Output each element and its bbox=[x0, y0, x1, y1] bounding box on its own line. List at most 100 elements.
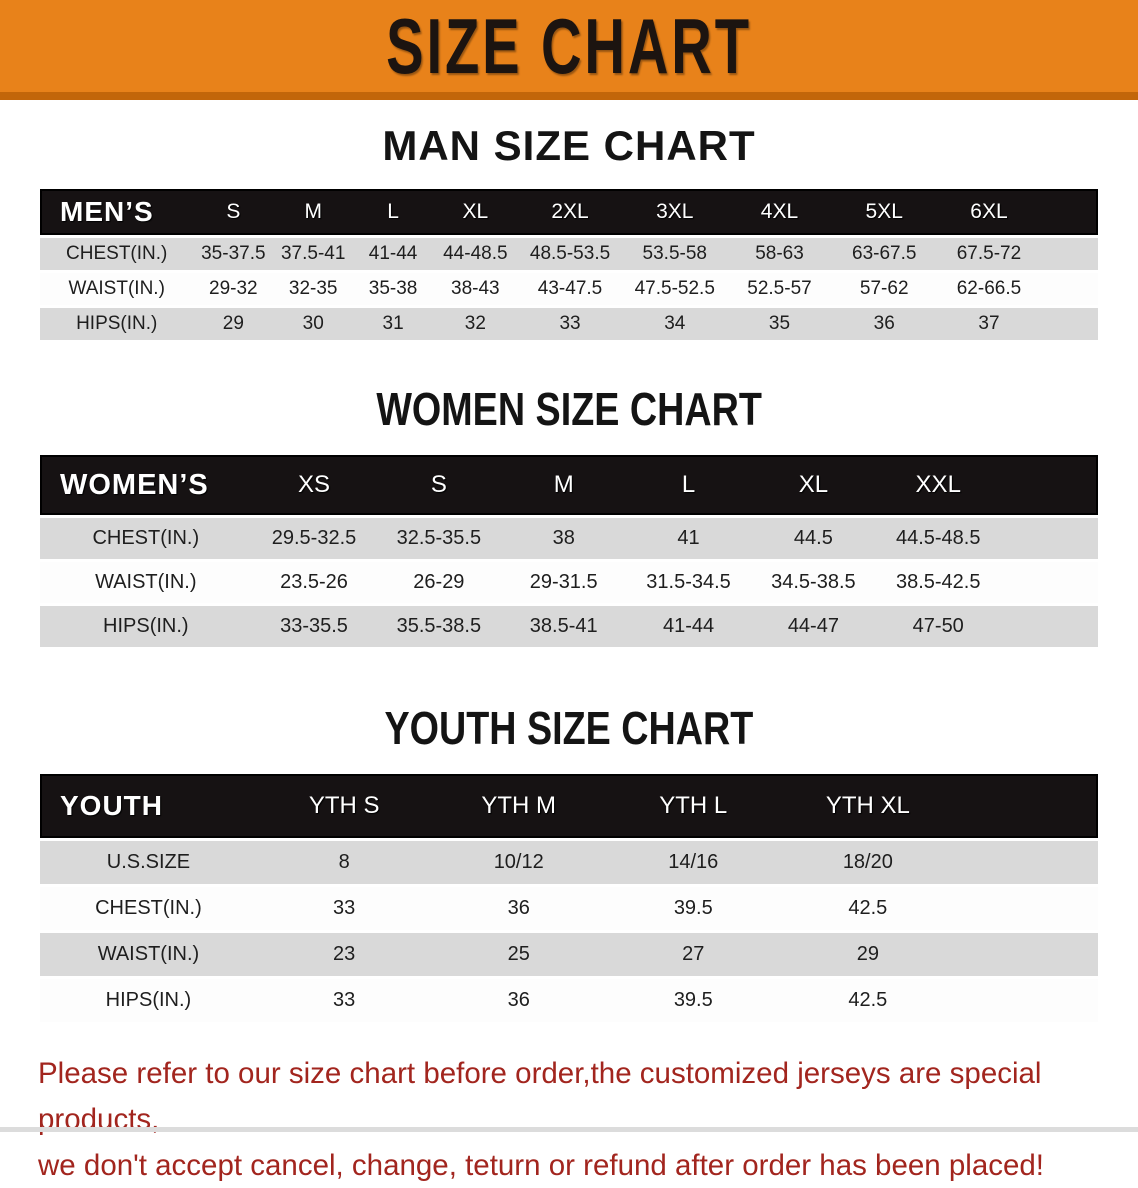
cell-value: 62-66.5 bbox=[936, 273, 1042, 306]
column-header: S bbox=[193, 189, 274, 236]
cell-value: 38-43 bbox=[433, 273, 518, 306]
row-pad bbox=[1041, 238, 1098, 271]
cell-value: 39.5 bbox=[606, 979, 781, 1023]
cell-value: 41 bbox=[626, 518, 751, 560]
cell-value: 42.5 bbox=[780, 887, 956, 931]
row-label: U.S.SIZE bbox=[40, 841, 257, 885]
column-header: 2XL bbox=[517, 189, 623, 236]
table-row: HIPS(IN.) 33 36 39.5 42.5 bbox=[40, 979, 1098, 1023]
bottom-divider bbox=[0, 1127, 1138, 1132]
cell-value: 29-32 bbox=[193, 273, 274, 306]
cell-value: 38.5-42.5 bbox=[875, 562, 1001, 604]
row-label: WAIST(IN.) bbox=[40, 562, 252, 604]
cell-value: 63-67.5 bbox=[831, 238, 937, 271]
column-header: YTH S bbox=[256, 774, 432, 839]
cell-value: 33 bbox=[517, 308, 623, 341]
row-label: CHEST(IN.) bbox=[40, 887, 257, 931]
cell-value: 29-31.5 bbox=[501, 562, 627, 604]
cell-value: 48.5-53.5 bbox=[517, 238, 623, 271]
cell-value: 43-47.5 bbox=[517, 273, 623, 306]
cell-value: 26-29 bbox=[376, 562, 502, 604]
row-pad bbox=[1041, 308, 1098, 341]
cell-value: 23 bbox=[256, 933, 432, 977]
column-header: 4XL bbox=[727, 189, 832, 236]
row-label: WAIST(IN.) bbox=[40, 273, 194, 306]
cell-value: 41-44 bbox=[626, 606, 751, 648]
youth-size-table: YOUTH YTH S YTH M YTH L YTH XL U.S.SIZE 8 10/12… bbox=[40, 771, 1098, 1025]
row-label: CHEST(IN.) bbox=[40, 518, 252, 560]
youth-section-title-text: YOUTH SIZE CHART bbox=[384, 702, 754, 755]
cell-value: 36 bbox=[431, 887, 606, 931]
cell-value: 39.5 bbox=[606, 887, 781, 931]
cell-value: 52.5-57 bbox=[727, 273, 832, 306]
cell-value: 35-38 bbox=[353, 273, 434, 306]
row-pad bbox=[1000, 606, 1098, 648]
row-pad bbox=[1000, 562, 1098, 604]
header-pad bbox=[1000, 455, 1098, 516]
row-pad bbox=[955, 841, 1098, 885]
column-header: L bbox=[626, 455, 751, 516]
column-header: 3XL bbox=[622, 189, 728, 236]
womens-size-table: WOMEN’S XS S M L XL XXL CHEST(IN.) 29.5-32.5 32.5… bbox=[40, 452, 1098, 650]
cell-value: 44.5-48.5 bbox=[875, 518, 1001, 560]
cell-value: 27 bbox=[606, 933, 781, 977]
column-header: S bbox=[376, 455, 502, 516]
column-header: YTH L bbox=[606, 774, 781, 839]
cell-value: 32.5-35.5 bbox=[376, 518, 502, 560]
column-header: XL bbox=[750, 455, 876, 516]
cell-value: 67.5-72 bbox=[936, 238, 1042, 271]
youth-section-title: YOUTH SIZE CHART bbox=[0, 702, 1138, 755]
order-disclaimer: Please refer to our size chart before or… bbox=[38, 1051, 1102, 1188]
cell-value: 47.5-52.5 bbox=[622, 273, 728, 306]
cell-value: 34.5-38.5 bbox=[750, 562, 876, 604]
header-pad bbox=[1041, 189, 1098, 236]
cell-value: 29.5-32.5 bbox=[251, 518, 377, 560]
cell-value: 33 bbox=[256, 979, 432, 1023]
cell-value: 38.5-41 bbox=[501, 606, 627, 648]
cell-value: 36 bbox=[831, 308, 937, 341]
cell-value: 42.5 bbox=[780, 979, 956, 1023]
cell-value: 44-48.5 bbox=[433, 238, 518, 271]
cell-value: 38 bbox=[501, 518, 627, 560]
table-header-row: YOUTH YTH S YTH M YTH L YTH XL bbox=[40, 774, 1098, 839]
cell-value: 41-44 bbox=[353, 238, 434, 271]
mens-size-table: MEN’S S M L XL 2XL 3XL 4XL 5XL 6XL CHEST(IN.) 35-37… bbox=[40, 186, 1098, 343]
column-header: M bbox=[501, 455, 627, 516]
column-header: XS bbox=[251, 455, 377, 516]
table-corner-label: MEN’S bbox=[40, 189, 194, 236]
table-header-row: MEN’S S M L XL 2XL 3XL 4XL 5XL 6XL bbox=[40, 189, 1098, 236]
women-section-title: WOMEN SIZE CHART bbox=[0, 383, 1138, 436]
column-header: 5XL bbox=[831, 189, 937, 236]
cell-value: 36 bbox=[431, 979, 606, 1023]
size-chart-banner: SIZE CHART bbox=[0, 0, 1138, 100]
cell-value: 8 bbox=[256, 841, 432, 885]
row-label: HIPS(IN.) bbox=[40, 308, 194, 341]
cell-value: 35.5-38.5 bbox=[376, 606, 502, 648]
cell-value: 14/16 bbox=[606, 841, 781, 885]
table-row: WAIST(IN.) 23 25 27 29 bbox=[40, 933, 1098, 977]
cell-value: 25 bbox=[431, 933, 606, 977]
cell-value: 29 bbox=[780, 933, 956, 977]
spacer bbox=[0, 343, 1138, 383]
cell-value: 31 bbox=[353, 308, 434, 341]
table-corner-label: WOMEN’S bbox=[40, 455, 252, 516]
header-pad bbox=[955, 774, 1098, 839]
cell-value: 37 bbox=[936, 308, 1042, 341]
table-row: U.S.SIZE 8 10/12 14/16 18/20 bbox=[40, 841, 1098, 885]
cell-value: 47-50 bbox=[875, 606, 1001, 648]
table-header-row: WOMEN’S XS S M L XL XXL bbox=[40, 455, 1098, 516]
women-section-title-text: WOMEN SIZE CHART bbox=[376, 383, 762, 436]
table-row: WAIST(IN.) 29-32 32-35 35-38 38-43 43-47.5 47.… bbox=[40, 273, 1098, 306]
cell-value: 23.5-26 bbox=[251, 562, 377, 604]
column-header: XXL bbox=[875, 455, 1001, 516]
row-pad bbox=[955, 887, 1098, 931]
column-header: 6XL bbox=[936, 189, 1042, 236]
cell-value: 34 bbox=[622, 308, 728, 341]
table-row: HIPS(IN.) 29 30 31 32 33 34 35 36 37 bbox=[40, 308, 1098, 341]
row-label: WAIST(IN.) bbox=[40, 933, 257, 977]
cell-value: 33-35.5 bbox=[251, 606, 377, 648]
column-header: YTH M bbox=[431, 774, 606, 839]
column-header: YTH XL bbox=[780, 774, 956, 839]
cell-value: 32 bbox=[433, 308, 518, 341]
cell-value: 29 bbox=[193, 308, 274, 341]
